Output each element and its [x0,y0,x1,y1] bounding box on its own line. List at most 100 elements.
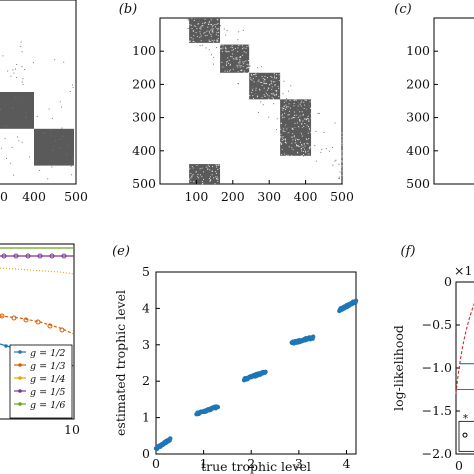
noise-dot [199,174,201,176]
noise-dot [303,101,305,103]
noise-dot [279,78,281,80]
noise-dot [229,63,231,65]
panel-b-sparse-dot [223,28,225,30]
noise-dot [220,48,222,50]
noise-dot [226,61,228,63]
panel-a-sparse-dot [15,76,17,78]
noise-dot [280,128,282,130]
noise-dot [237,51,239,53]
panel-b-sparse-dot [241,70,243,72]
panel-b-sparse-dot [332,146,334,148]
panel-b-block-noise [220,44,251,74]
noise-dot [282,130,284,132]
panel-f-multiplier: ×1 [454,263,472,278]
panel-b-sparse-dot [341,165,343,167]
noise-dot [261,82,263,84]
noise-dot [280,137,282,139]
noise-dot [231,49,233,51]
panel-a-sparse-dot [51,117,53,119]
noise-dot [218,27,220,29]
noise-dot [253,97,255,99]
noise-dot [309,146,311,148]
noise-dot [247,45,249,47]
noise-dot [212,24,214,26]
noise-dot [225,50,227,52]
panel-b-sparse-dot [341,160,343,162]
noise-dot [283,105,285,107]
panel-a-sparse-dot [21,66,23,68]
noise-dot [263,82,265,84]
noise-dot [275,77,277,79]
panel-a-sparse-dot [32,62,34,64]
noise-dot [264,79,266,81]
panel-a-sparse-dot [47,178,49,180]
noise-dot [259,89,261,91]
panel-b-sparse-dot [296,108,298,110]
noise-dot [216,178,218,180]
panel-b-sparse-dot [341,155,343,157]
panel-a-sparse-dot [13,72,15,74]
panel-b-sparse-dot [250,79,252,81]
noise-dot [255,75,257,77]
panel-b-sparse-dot [341,159,343,161]
noise-dot [202,182,204,184]
noise-dot [293,105,295,107]
noise-dot [243,63,245,65]
panel-c-ticks: 100 200 300 400 500 [406,43,438,191]
panel-b-sparse-dot [252,86,254,88]
noise-dot [294,99,296,101]
panel-e-frame [155,271,357,455]
noise-dot [199,33,201,35]
panel-f-ticks: 0 −0.5 −1.0 −1.5 −2.0 [422,274,460,461]
noise-dot [227,57,229,59]
noise-dot [242,54,244,56]
noise-dot [235,57,237,59]
noise-dot [210,19,212,21]
noise-dot [293,136,295,138]
noise-dot [308,127,310,129]
panel-b-wrap-block [189,164,221,184]
panel-f-ytick-label: 0 [444,274,452,289]
noise-dot [298,126,300,128]
panel-b-block-noise [280,99,312,129]
noise-dot [190,180,192,182]
noise-dot [236,58,238,60]
noise-dot [248,46,250,48]
panel-d-legend-label: g = 1/4 [30,374,65,385]
panel-a-block [34,128,74,166]
panel-b-sparse-dot [237,39,239,41]
panel-d-legend-marker [18,350,22,354]
panel-d-legend-marker [18,389,22,393]
panel-f-label: (f) [401,244,416,259]
panel-d-marker [4,344,8,348]
panel-b-sparse-dot [212,63,214,65]
noise-dot [238,62,240,64]
panel-b-sparse-dot [195,18,197,20]
panel-e-points [153,298,359,452]
noise-dot [232,58,234,60]
noise-dot [215,171,217,173]
noise-dot [239,66,241,68]
panel-b-sparse-dot [257,67,259,69]
noise-dot [199,168,201,170]
noise-dot [195,25,197,27]
panel-b-sparse-dot [262,104,264,106]
noise-dot [217,22,219,24]
noise-dot [297,138,299,140]
panel-a-xtick-500: 500 [64,189,88,204]
noise-dot [192,40,194,42]
panel-b-sparse-dot [341,170,343,172]
noise-dot [210,179,212,181]
panel-b-sparse-dot [242,29,244,31]
noise-dot [212,166,214,168]
noise-dot [197,176,199,178]
noise-dot [195,171,197,173]
noise-dot [267,94,269,96]
panel-b-sparse-dot [205,47,207,49]
noise-dot [215,176,217,178]
noise-dot [243,51,245,53]
panel-b-block [189,18,221,43]
panel-b-xtick-label: 100 [184,189,208,204]
panel-a-sparse-dot [66,154,68,156]
